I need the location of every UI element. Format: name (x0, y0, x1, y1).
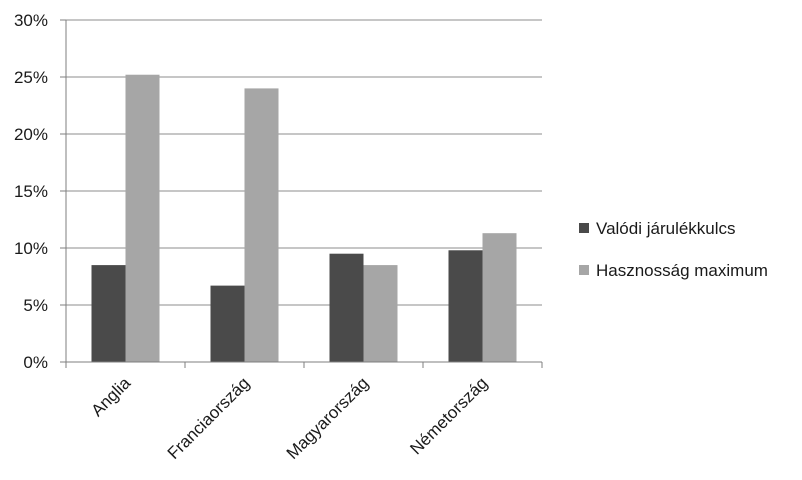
x-category-label: Németország (406, 373, 491, 458)
x-category-label: Franciaország (164, 373, 254, 463)
bar-series-1 (448, 250, 483, 362)
x-axis-category-labels: Anglia Franciaország Magyarország Németorsz… (87, 373, 491, 463)
y-tick-label: 15% (14, 182, 48, 201)
x-category-label: Magyarország (283, 373, 373, 463)
bar-series-1 (91, 265, 126, 362)
y-tick-label: 0% (23, 353, 48, 372)
y-tick-label: 5% (23, 296, 48, 315)
bar-series-2 (125, 74, 160, 362)
legend-label: Valódi járulékkulcs (596, 219, 736, 238)
axes (60, 19, 543, 368)
y-tick-label: 20% (14, 125, 48, 144)
legend: Valódi járulékkulcs Hasznosság maximum (579, 219, 768, 280)
bar-series-2 (363, 265, 398, 362)
legend-label: Hasznosság maximum (596, 261, 768, 280)
bar-series-1 (329, 253, 364, 362)
bar-series-2 (482, 233, 517, 362)
y-tick-label: 30% (14, 11, 48, 30)
bars (91, 74, 517, 363)
legend-swatch (579, 265, 589, 275)
y-tick-label: 25% (14, 68, 48, 87)
legend-swatch (579, 223, 589, 233)
y-axis-tick-labels: 0% 5% 10% 15% 20% 25% 30% (14, 11, 48, 372)
y-tick-label: 10% (14, 239, 48, 258)
bar-series-2 (244, 88, 279, 363)
bar-series-1 (210, 285, 245, 362)
x-category-label: Anglia (87, 373, 134, 420)
